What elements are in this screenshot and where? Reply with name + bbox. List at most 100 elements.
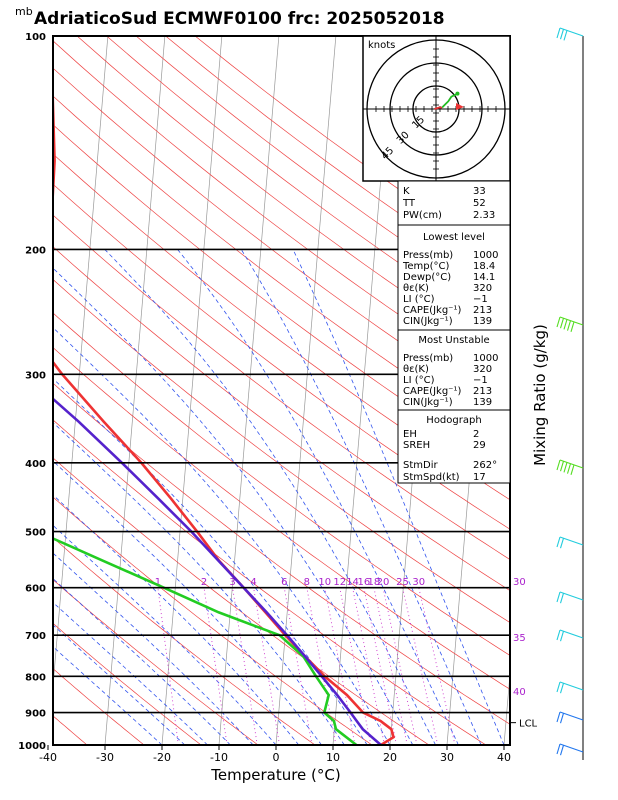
panel-value: −1 [473,294,488,305]
isotherm-line [218,36,280,745]
profile-dewpoint [53,537,358,745]
index-panel: K 33 TT 52 PW(cm) 2.33 Lowest level Press(mb) 10… [397,180,511,484]
mixing-ratio-label: 18 [368,577,381,588]
pressure-tick-label: 500 [25,528,46,539]
x-axis-label: Temperature (°C) [210,766,340,784]
dry-adiabat-line [53,279,510,624]
hodograph-trace-high [441,92,458,109]
panel-value: 139 [473,316,492,327]
hodograph-trace-low [434,106,443,110]
mixing-ratio-line [418,587,456,745]
dry-adiabat-line [53,153,510,501]
panel-label: K [403,186,410,197]
panel-label: LI (°C) [403,375,435,386]
dry-adiabat-line [53,382,510,725]
moist-adiabat-line [53,524,277,745]
mixing-ratio-label: 20 [377,577,390,588]
mixing-ratio-label: 30 [412,577,425,588]
moist-adiabat-line [53,267,414,745]
panel-heading: Hodograph [426,415,481,426]
panel-value: 14.1 [473,272,495,283]
panel-label: TT [402,198,416,209]
panel-value: 1000 [473,353,498,364]
panel-heading: Most Unstable [418,335,489,346]
panel-value: 33 [473,186,486,197]
panel-value: −1 [473,375,488,386]
theta-e-label: 35 [513,633,526,644]
x-tick-label: -20 [153,751,171,764]
panel-value: 17 [473,472,486,483]
pressure-tick-label: 200 [25,245,46,256]
panel-label: Temp(°C) [402,261,450,272]
mixing-ratio-label: 8 [304,577,310,588]
x-tick-label: 10 [326,751,340,764]
panel-label: θε(K) [403,283,429,294]
mixing-ratio-line [324,587,356,745]
panel-value: 320 [473,283,492,294]
mixing-ratio-line [373,587,408,745]
moist-adiabat-line [53,378,368,745]
dry-adiabat-line [53,347,510,690]
mixing-ratio-line [382,587,418,745]
mixing-ratio-label: 14 [346,577,359,588]
mixing-ratio-label: 10 [318,577,331,588]
mixing-ratio-label: 12 [333,577,346,588]
panel-label: CIN(Jkg⁻¹) [403,316,453,327]
mixing-ratio-line [232,587,258,745]
theta-e-label: 30 [513,577,526,588]
panel-value: 213 [473,386,492,397]
isotherm-line [161,36,223,745]
panel-label: Press(mb) [403,353,453,364]
wind-barb [556,459,584,475]
panel-value: 2 [473,429,479,440]
mixing-ratio-label: 16 [357,577,370,588]
x-tick-label: -10 [210,751,228,764]
moist-adiabat-line [177,249,459,745]
mixing-ratio-label: 3 [229,577,235,588]
wind-barb [556,681,584,694]
storm-motion-marker [456,103,464,110]
mixing-ratio-line [283,587,313,745]
panel-label: θε(K) [403,364,429,375]
mixing-ratio-line [339,587,372,745]
panel-value: 213 [473,305,492,316]
panel-label: Dewp(°C) [403,272,451,283]
chart-title: AdriaticoSud ECMWF0100 frc: 2025052018 [34,9,445,29]
pressure-tick-label: 100 [25,32,46,43]
x-tick-label: 0 [273,751,280,764]
dry-adiabat-line [53,183,510,530]
x-tick-label: -40 [39,751,57,764]
dry-adiabat-line [53,95,510,444]
pressure-tick-label: 300 [25,370,46,381]
moist-adiabat-line [53,421,345,745]
dry-adiabat-line [53,312,510,656]
mixing-ratio-line [363,587,397,745]
moist-adiabat-line [53,624,186,745]
pressure-tick-label: 400 [25,459,46,470]
panel-value: 18.4 [473,261,495,272]
x-tick-label: 30 [440,751,454,764]
axes: -40 -30 -20 -10 0 10 20 30 40 LCL [39,719,538,764]
x-tick-label: 20 [383,751,397,764]
mixing-ratio-label: 4 [250,577,256,588]
theta-e-label: 40 [513,687,526,698]
pressure-tick-label: 1000 [18,741,46,752]
wind-barb [556,629,584,642]
panel-label: StmSpd(kt) [403,472,460,483]
lcl-label: LCL [519,719,538,730]
moist-adiabat-line [53,646,163,745]
profile-series [53,62,396,745]
pressure-tick-label: 600 [25,584,46,595]
panel-value: 320 [473,364,492,375]
pressure-unit-label: mb [15,5,33,18]
mixing-ratio-line [203,587,228,745]
isotherm-line [561,36,618,745]
panel-heading: Lowest level [423,232,485,243]
mixing-ratio-label: 6 [281,577,287,588]
moist-adiabat-line [53,578,231,745]
right-axis-label: Mixing Ratio (g/kg) [531,324,549,466]
panel-frame [397,180,511,484]
